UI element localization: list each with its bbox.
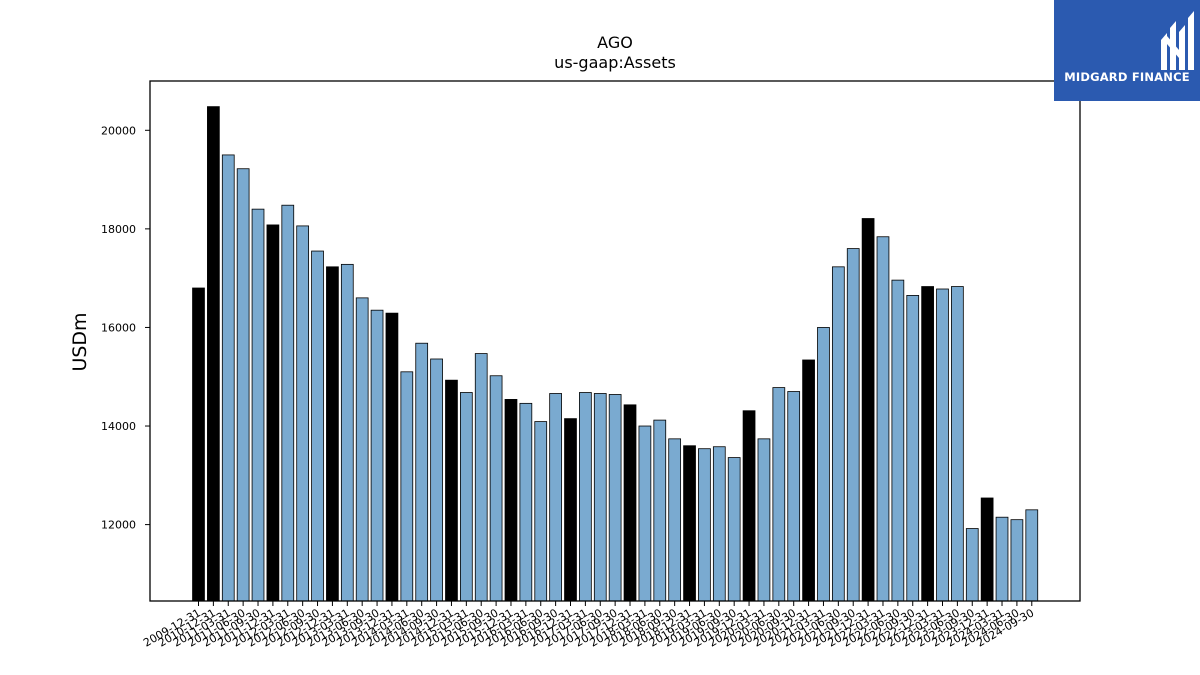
bar-2020-03-31 [757,438,771,602]
bar-2014-09-30 [430,358,443,602]
bar-2020-09-30 [787,391,801,602]
bar-2023-03-31 [936,288,949,602]
bar-2018-03-31 [638,425,652,602]
bar-2018-06-30 [653,419,667,602]
bar-2010-12-31 [207,106,220,602]
bar-2015-09-30 [489,375,503,602]
bar-2019-03-31 [698,448,711,602]
bar-2012-12-31 [326,266,339,602]
bar-2011-09-30 [251,208,265,602]
bar-2023-06-30 [951,286,964,602]
bar-2022-03-31 [876,236,890,602]
bar-2020-12-31 [802,359,815,602]
bar-2021-06-30 [831,266,845,602]
bar-2024-06-30 [1010,519,1024,602]
bar-2016-12-31 [564,418,577,602]
bars-group [192,106,1039,602]
bar-2019-12-31 [742,410,756,602]
bar-2009-12-31 [192,287,205,602]
bar-2016-09-30 [549,393,562,602]
bar-2015-06-30 [474,353,488,602]
bar-2020-06-30 [772,387,786,602]
chart-subtitle: us-gaap:Assets [554,53,676,72]
bar-2013-03-31 [340,263,354,602]
bar-2017-06-30 [593,393,607,602]
bar-2017-03-31 [579,392,592,602]
bar-2017-09-30 [608,394,622,602]
bar-2012-06-30 [296,225,310,602]
y-tick-label: 12000 [101,519,136,532]
bar-2013-06-30 [355,297,369,602]
chart-title: AGO [597,33,633,52]
bar-2021-03-31 [817,327,830,602]
bar-2024-03-31 [995,516,1009,602]
bar-2017-12-31 [623,404,637,602]
plot-frame [149,80,1081,602]
bar-2011-12-31 [266,224,280,602]
bar-2014-06-30 [415,342,429,602]
y-tick-label: 16000 [101,321,136,334]
y-axis: 12000 14000 16000 18000 20000 [101,124,150,532]
bar-2021-12-31 [861,218,875,602]
y-tick-label: 20000 [101,124,136,137]
y-axis-label: USDm [69,312,91,371]
bar-2019-09-30 [727,457,741,602]
bar-2015-12-31 [504,399,518,602]
logo-text: MIDGARD FINANCE [1064,70,1190,84]
bar-2023-12-31 [980,497,994,602]
x-axis: 2009-12-312010-12-312011-03-312011-06-30… [141,601,1036,650]
bar-2014-12-31 [445,379,458,602]
bar-2012-09-30 [311,250,324,602]
bar-2011-03-31 [221,154,235,602]
bar-2022-12-31 [921,286,934,602]
bar-2016-03-31 [519,402,533,602]
bar-2018-12-31 [683,445,696,602]
bar-2019-06-30 [712,446,726,602]
bar-2016-06-30 [534,421,548,602]
bar-2024-09-30 [1025,509,1039,602]
bar-2011-06-30 [236,168,250,602]
bar-2023-09-30 [965,528,979,602]
brand-logo: MIDGARD FINANCE [1054,0,1200,101]
y-tick-label: 14000 [101,420,136,433]
bar-2022-09-30 [906,295,920,602]
bar-2013-09-30 [370,309,384,602]
bar-2014-03-31 [400,371,414,602]
midgard-logo-icon [1161,11,1194,70]
y-tick-label: 18000 [101,223,136,236]
bar-2022-06-30 [891,279,905,602]
bar-2021-09-30 [846,248,860,602]
bar-2018-09-30 [668,438,682,602]
bar-2013-12-31 [385,312,399,602]
bar-2015-03-31 [459,392,473,602]
bar-2012-03-31 [281,204,295,602]
